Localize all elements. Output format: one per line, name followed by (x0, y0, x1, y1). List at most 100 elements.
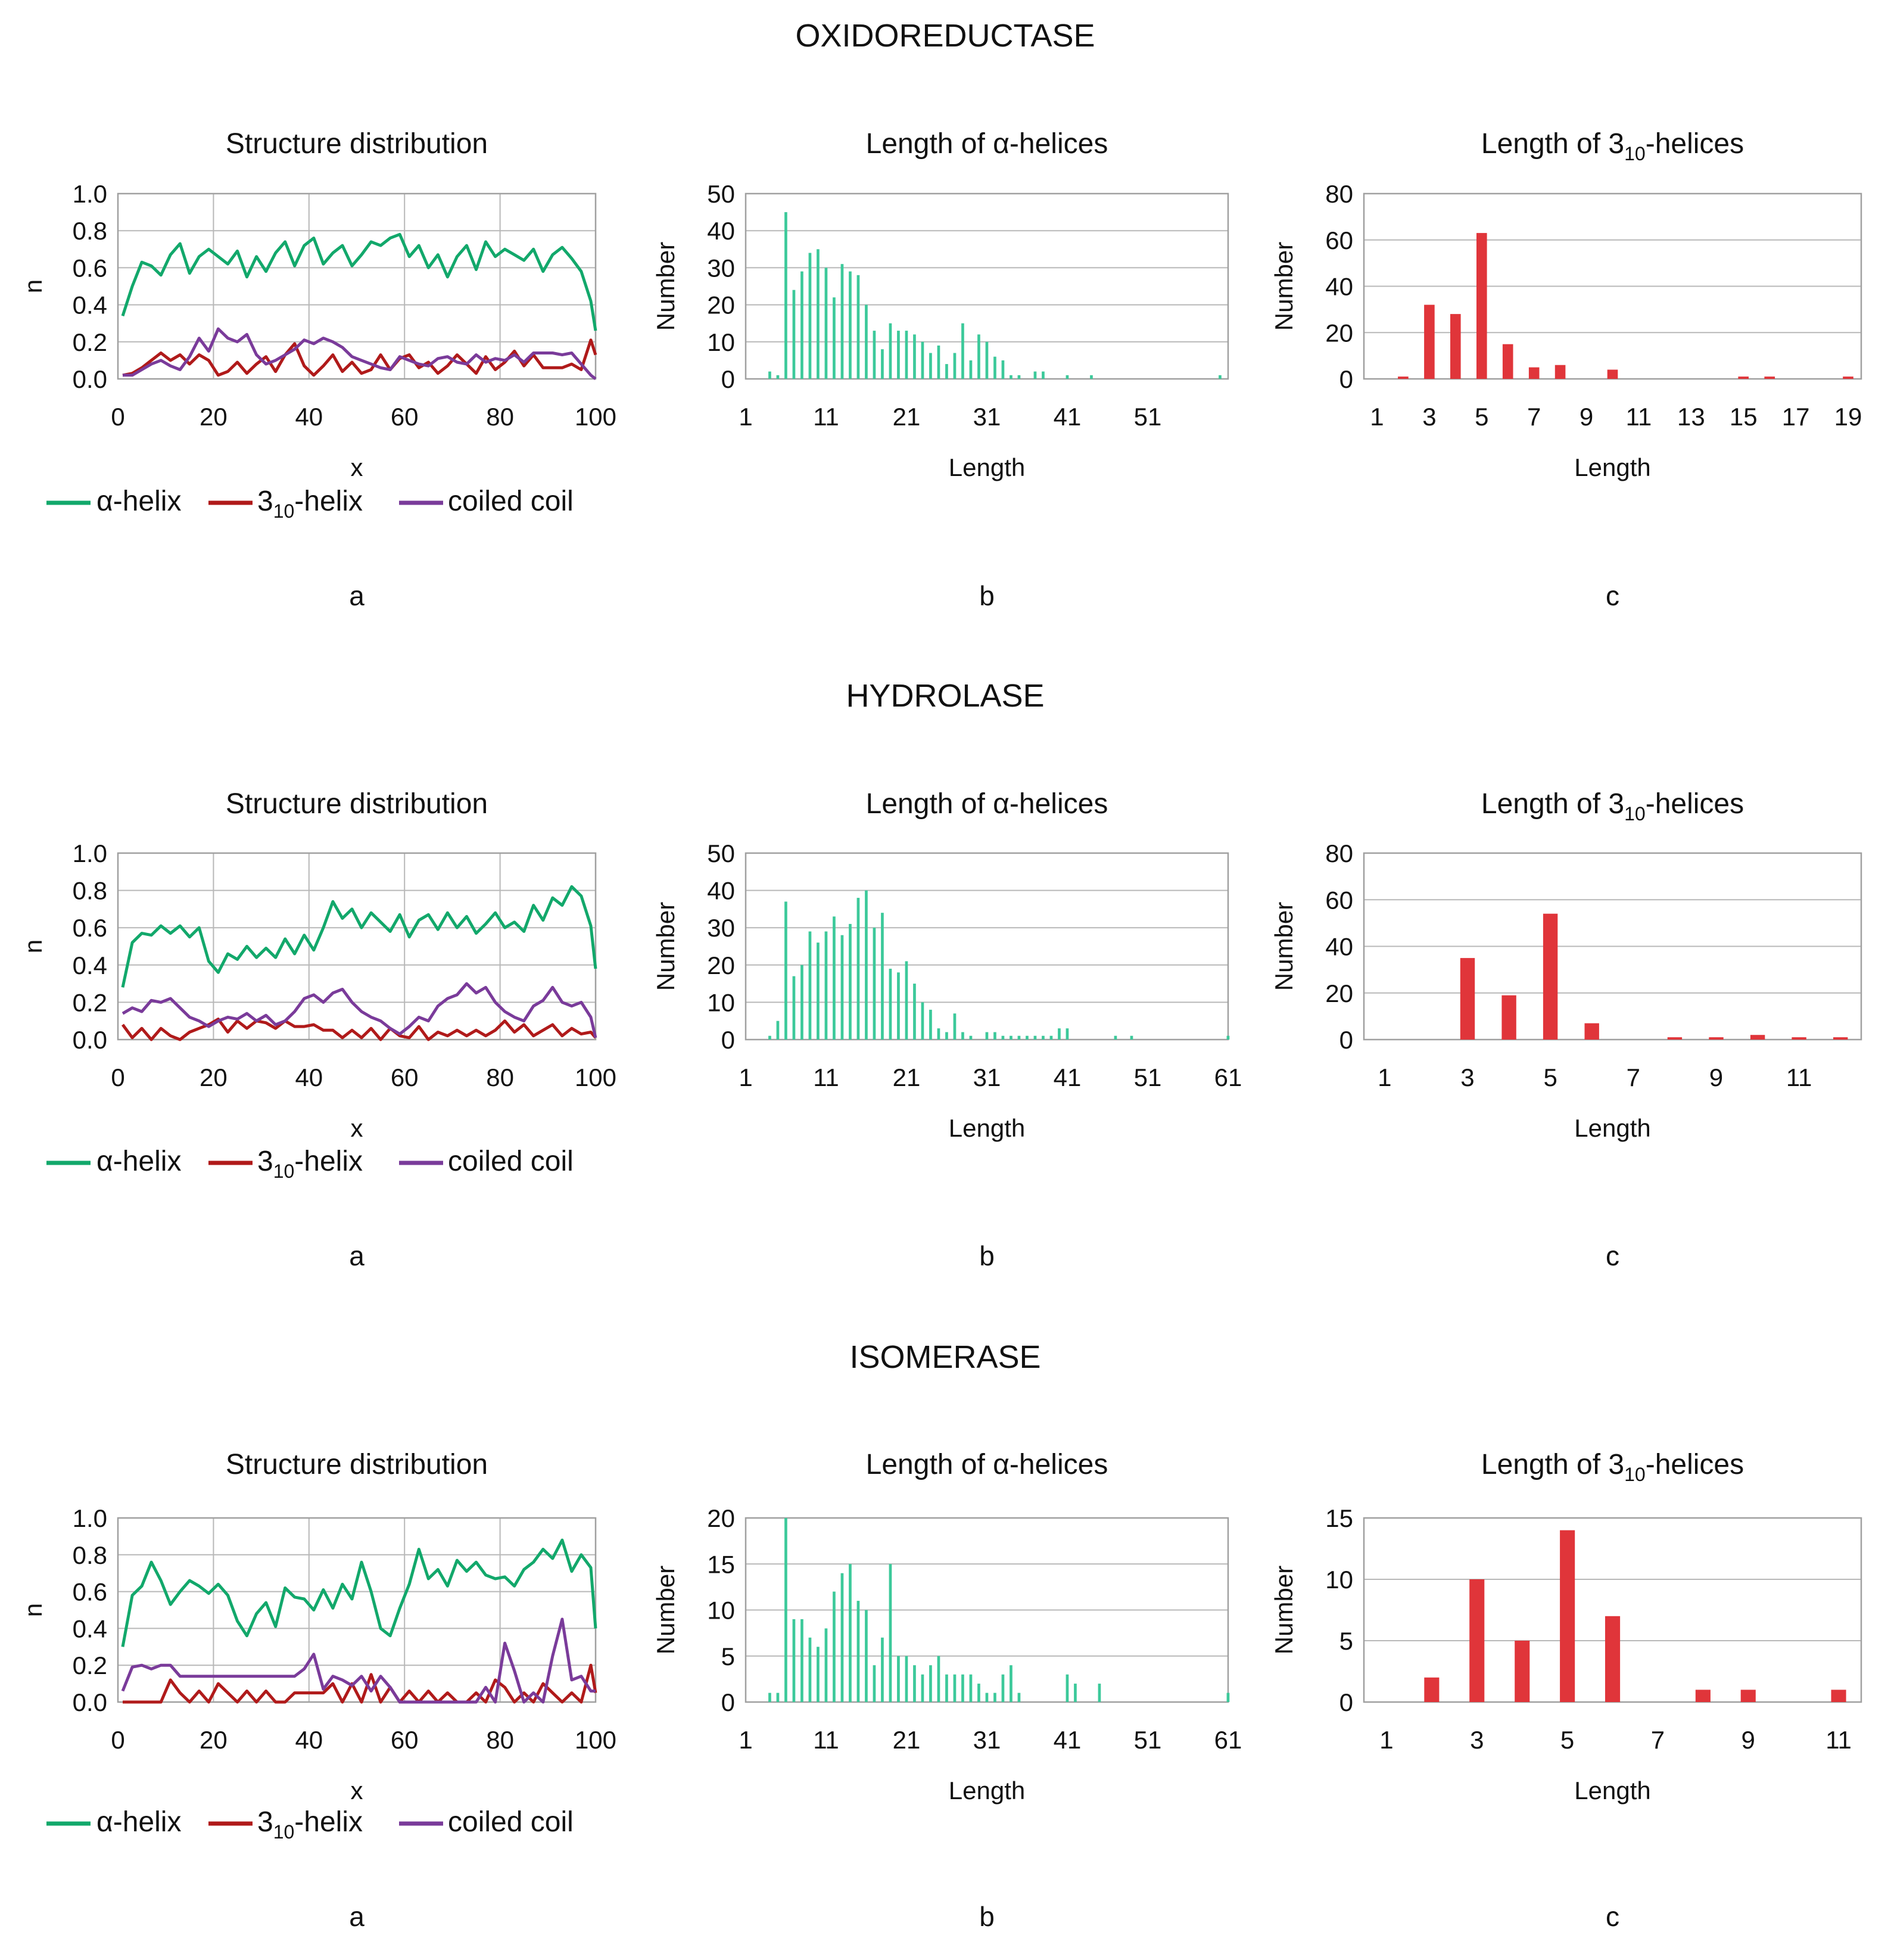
y-tick-label: 50 (707, 839, 735, 867)
bar (833, 297, 836, 379)
bar (1066, 1674, 1069, 1702)
y-tick-label: 0 (721, 1026, 735, 1054)
bar (768, 1035, 771, 1040)
y-tick-label: 0 (721, 365, 735, 393)
bar (792, 290, 796, 379)
x-tick-label: 11 (1825, 1726, 1852, 1754)
bar (817, 1647, 820, 1702)
series-3-10-helix (121, 1018, 597, 1041)
x-tick-label: 20 (200, 1063, 228, 1091)
y-tick-label: 1.0 (73, 839, 107, 867)
plot-frame (117, 1517, 597, 1703)
bar (1066, 1028, 1069, 1040)
bar (905, 961, 908, 1040)
y-tick-label: 20 (707, 951, 735, 979)
x-tick-label: 11 (813, 1063, 839, 1091)
y-tick-label: 1.0 (73, 180, 107, 208)
bar (1010, 375, 1013, 379)
y-tick-label: 0.0 (73, 1026, 107, 1054)
panel-letter: b (979, 1901, 995, 1932)
x-tick-label: 40 (295, 403, 323, 431)
bar (1460, 958, 1475, 1040)
x-tick-label: 5 (1475, 403, 1488, 431)
bar (1738, 377, 1749, 379)
bar (889, 969, 892, 1040)
y-tick-label: 60 (1325, 886, 1353, 914)
x-tick-label: 5 (1543, 1063, 1557, 1091)
legend-alpha-helix-label: α-helix (96, 1806, 181, 1838)
bar (881, 1637, 884, 1702)
plot-frame (117, 852, 597, 1041)
bar (1049, 1035, 1053, 1040)
legend-3-10-helix-label: 310-helix (257, 1146, 363, 1182)
bar (881, 913, 884, 1040)
x-tick-label: 5 (1560, 1726, 1574, 1754)
bar (792, 1619, 796, 1702)
bar (1066, 375, 1069, 379)
y-tick-label: 40 (1325, 273, 1353, 301)
x-tick-label: 19 (1834, 403, 1862, 431)
bar (961, 1032, 964, 1040)
series-coiled-coil (122, 982, 597, 1038)
bar (873, 331, 876, 379)
y-tick-label: 40 (1325, 933, 1353, 961)
panel-letter: a (349, 580, 365, 611)
x-axis-label: Length (949, 1114, 1025, 1142)
y-tick-label: 0.6 (73, 914, 107, 942)
y-axis-label: Number (1270, 242, 1298, 331)
legend: α-helix 310-helix coiled coil (46, 486, 574, 522)
legend-alpha-helix-label: α-helix (96, 1146, 181, 1177)
y-tick-label: 20 (1325, 979, 1353, 1007)
chart-isomerase-a: Structure distribution 0.0 0.2 0.4 0.6 0.8 1.0… (19, 1449, 616, 1932)
x-tick-label: 21 (893, 403, 921, 431)
x-tick-label: 21 (893, 1063, 921, 1091)
y-tick-label: 0 (721, 1688, 735, 1716)
bar (1709, 1037, 1724, 1040)
y-tick-label: 40 (707, 877, 735, 905)
x-tick-label: 3 (1470, 1726, 1484, 1754)
x-tick-label: 0 (111, 1063, 124, 1091)
y-tick-label: 30 (707, 914, 735, 942)
x-tick-label: 20 (200, 1726, 228, 1754)
bar (1001, 1035, 1005, 1040)
bar (849, 923, 852, 1040)
bar (1560, 1530, 1575, 1702)
bar (1792, 1037, 1806, 1040)
panel-letter: a (349, 1901, 365, 1932)
bar (1528, 367, 1540, 379)
bar (993, 1032, 996, 1040)
y-tick-label: 30 (707, 254, 735, 282)
bar (905, 1656, 908, 1703)
x-tick-label: 80 (486, 1726, 514, 1754)
bar (776, 375, 780, 379)
chart-title: Length of α-helices (866, 128, 1108, 160)
bar (776, 1021, 780, 1040)
x-tick-label: 61 (1214, 1726, 1242, 1754)
bar (897, 1656, 900, 1703)
charts: Structure distribution 0.0 0.2 0.4 0.6 0.8 1.0… (19, 128, 1862, 1932)
bar (913, 984, 916, 1040)
bar (865, 890, 868, 1040)
panel-letter: b (979, 580, 995, 611)
y-tick-label: 15 (707, 1550, 735, 1578)
y-tick-label: 1.0 (73, 1504, 107, 1532)
bar (953, 1674, 957, 1702)
bar (833, 1591, 836, 1702)
bar (1424, 304, 1435, 379)
x-tick-label: 1 (1378, 1063, 1391, 1091)
y-axis-label: n (19, 279, 47, 293)
bar (1543, 913, 1558, 1040)
section-title-hydrolase: HYDROLASE (846, 678, 1044, 714)
y-tick-label: 10 (707, 1597, 735, 1625)
chart-title: Structure distribution (226, 1449, 488, 1480)
chart-title: Length of 310-helices (1481, 1449, 1744, 1485)
x-axis-label: Length (949, 1777, 1025, 1805)
x-tick-label: 20 (200, 403, 228, 431)
y-tick-label: 20 (1325, 319, 1353, 347)
x-axis-label: x (351, 453, 363, 481)
bar (1695, 1690, 1711, 1702)
chart-isomerase-c: Length of 310-helices 0 5 10 15 1 3 5 7 9 11 Length… (1270, 1449, 1862, 1932)
